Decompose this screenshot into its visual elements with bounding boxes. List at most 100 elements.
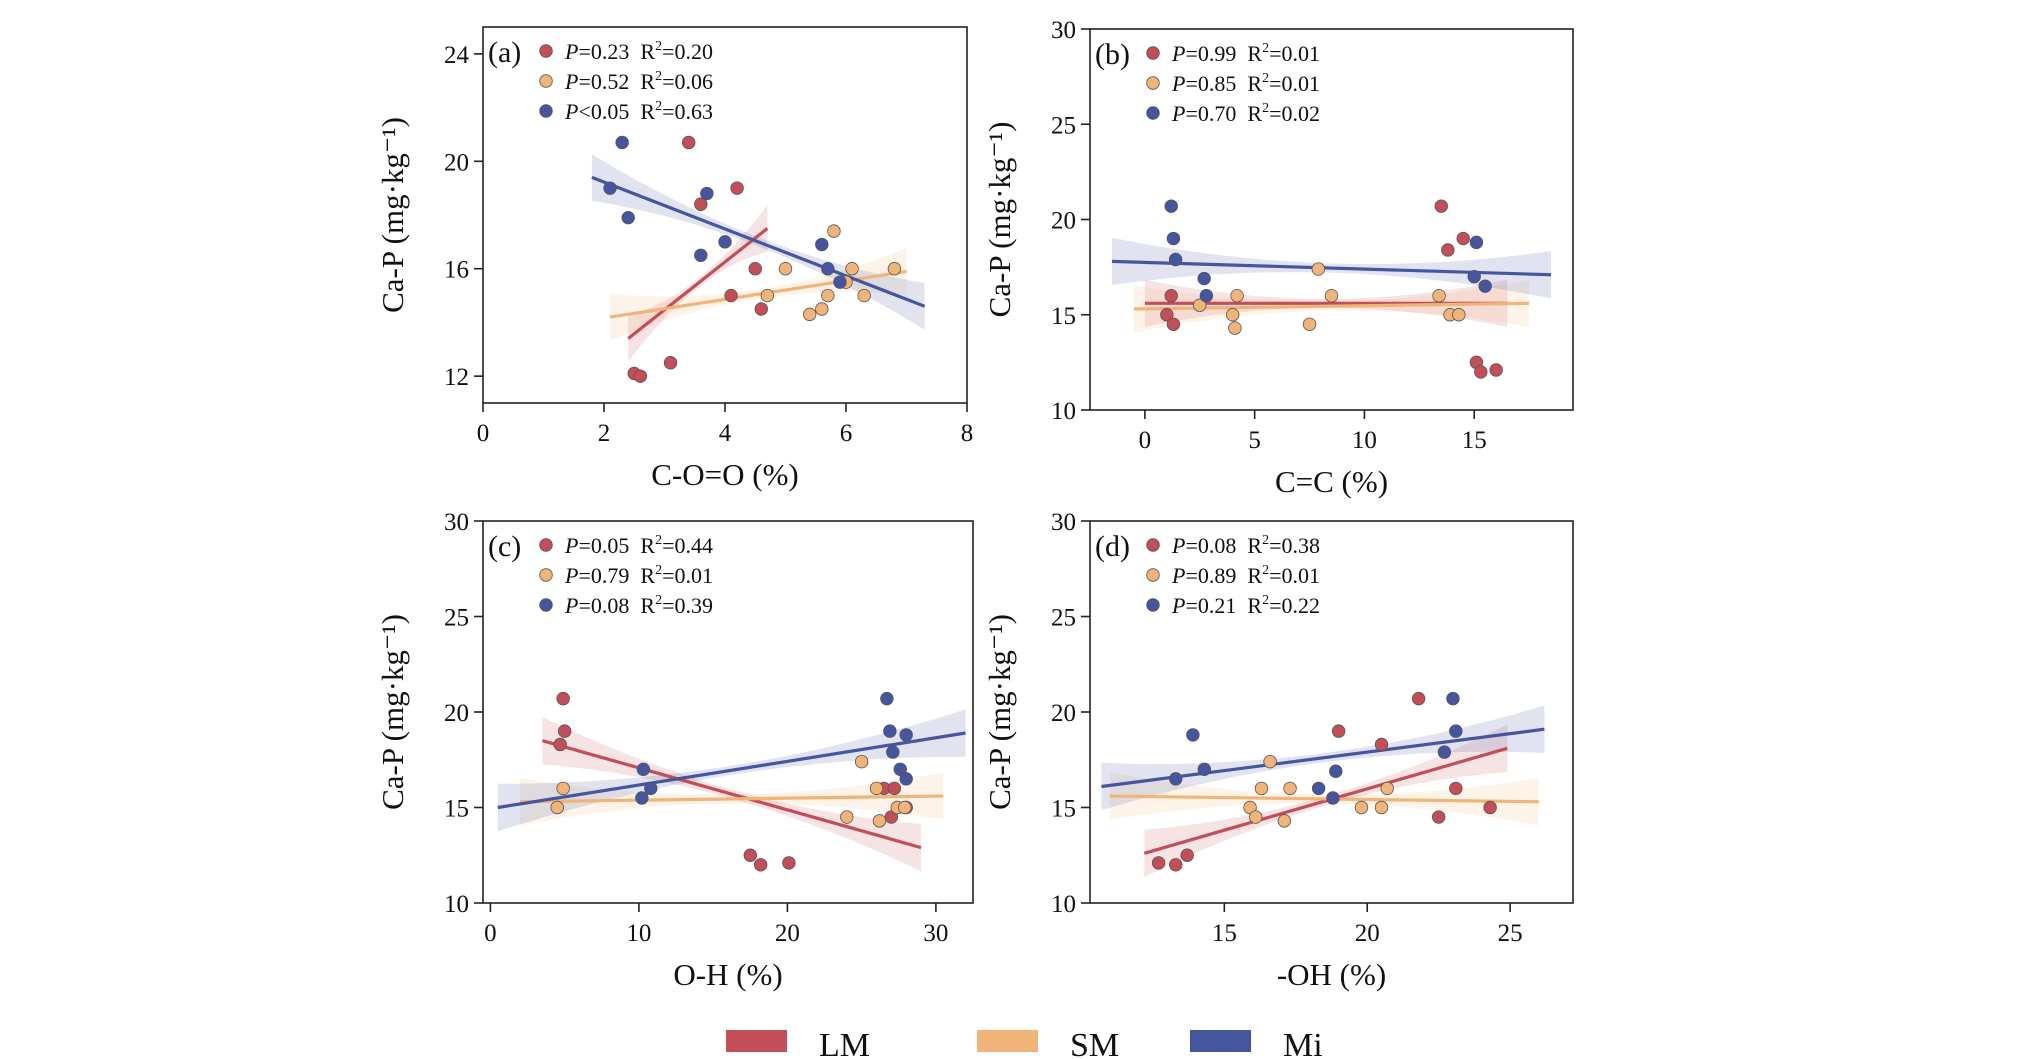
stat-text: P=0.23 R2=0.20 bbox=[564, 39, 713, 64]
data-point-SM bbox=[1374, 800, 1389, 815]
fit-line-LM bbox=[541, 739, 922, 850]
data-point-LM bbox=[743, 848, 757, 862]
data-point-SM bbox=[1354, 800, 1369, 815]
x-tick-label: 4 bbox=[719, 420, 732, 447]
x-tick-label: 6 bbox=[840, 420, 853, 447]
data-point-SM bbox=[897, 800, 912, 815]
fit-line-Mi bbox=[591, 175, 926, 308]
y-tick-label: 15 bbox=[444, 796, 469, 823]
y-axis-label: Ca-P (mg·kg⁻¹) bbox=[375, 614, 410, 810]
data-point-Mi bbox=[1449, 724, 1463, 738]
panel-label: (a) bbox=[488, 36, 521, 69]
data-point-SM bbox=[840, 810, 854, 824]
data-point-LM bbox=[557, 724, 572, 738]
x-tick-label: 0 bbox=[484, 920, 497, 947]
data-point-LM bbox=[1164, 289, 1178, 303]
data-point-SM bbox=[887, 262, 902, 276]
data-point-LM bbox=[753, 858, 768, 872]
x-axis-label: -OH (%) bbox=[1277, 957, 1386, 992]
data-point-SM bbox=[857, 288, 871, 303]
data-point-SM bbox=[1432, 289, 1446, 303]
y-tick-label: 10 bbox=[1051, 891, 1076, 918]
data-point-LM bbox=[782, 856, 796, 870]
data-point-SM bbox=[1263, 754, 1277, 769]
x-axis-label: C-O=O (%) bbox=[651, 457, 798, 492]
data-point-Mi bbox=[636, 762, 651, 777]
stat-text: P=0.08 R2=0.38 bbox=[1171, 533, 1320, 558]
data-point-Mi bbox=[1199, 289, 1214, 303]
data-point-LM bbox=[1441, 243, 1455, 257]
data-point-SM bbox=[556, 781, 570, 796]
stat-marker-LM bbox=[539, 44, 553, 58]
y-tick-label: 10 bbox=[1051, 398, 1076, 425]
y-tick-label: 15 bbox=[1051, 303, 1076, 330]
data-point-SM bbox=[1249, 810, 1263, 824]
data-point-SM bbox=[815, 302, 829, 316]
stat-marker-Mi bbox=[539, 104, 553, 118]
stat-text: P=0.52 R2=0.06 bbox=[564, 69, 713, 94]
y-tick-label: 30 bbox=[444, 509, 469, 536]
data-point-LM bbox=[1411, 691, 1426, 706]
data-point-Mi bbox=[1437, 745, 1452, 759]
data-point-Mi bbox=[615, 135, 629, 150]
data-point-SM bbox=[760, 288, 775, 303]
stat-text: P=0.85 R2=0.01 bbox=[1171, 71, 1320, 96]
x-tick-label: 25 bbox=[1498, 920, 1523, 947]
panel-3: 15 20 25 10 15 20 25 30 -OH (%) Ca-P (mg·kg⁻¹) (d)… bbox=[982, 509, 1574, 992]
data-point-Mi bbox=[886, 745, 900, 759]
fit-line-LM bbox=[627, 227, 769, 340]
data-point-Mi bbox=[694, 248, 708, 262]
plot-frame bbox=[1089, 28, 1574, 411]
data-point-SM bbox=[1230, 289, 1244, 303]
data-point-LM bbox=[1169, 858, 1183, 872]
data-point-SM bbox=[1193, 298, 1207, 312]
data-point-SM bbox=[550, 800, 564, 815]
stat-text: P=0.08 R2=0.39 bbox=[564, 593, 713, 618]
panel-1: 0 5 10 15 10 15 20 25 30 C=C (%) Ca-P (mg·kg⁻¹) (b)… bbox=[982, 17, 1574, 499]
data-point-LM bbox=[748, 262, 762, 276]
data-point-Mi bbox=[1311, 781, 1326, 796]
y-tick-label: 20 bbox=[444, 700, 469, 727]
data-point-Mi bbox=[1329, 764, 1343, 778]
data-point-SM bbox=[854, 754, 869, 769]
data-point-LM bbox=[724, 288, 738, 303]
data-point-Mi bbox=[1467, 269, 1481, 284]
legend: LM SM Mi bbox=[726, 1027, 1323, 1059]
data-point-SM bbox=[1277, 814, 1292, 828]
y-tick-label: 12 bbox=[444, 364, 469, 391]
x-axis-label: O-H (%) bbox=[673, 957, 782, 992]
legend-swatch-Mi bbox=[1190, 1030, 1251, 1052]
stat-text: P=0.99 R2=0.01 bbox=[1171, 41, 1320, 66]
fit-line-SM bbox=[520, 794, 944, 804]
data-point-SM bbox=[1254, 781, 1269, 796]
data-point-SM bbox=[1311, 262, 1326, 276]
panel-label: (b) bbox=[1095, 38, 1130, 71]
y-tick-label: 15 bbox=[1051, 796, 1076, 823]
stat-text: P=0.70 R2=0.02 bbox=[1171, 101, 1320, 126]
data-point-LM bbox=[553, 737, 567, 752]
y-tick-label: 20 bbox=[1051, 208, 1076, 235]
legend-label-SM: SM bbox=[1070, 1027, 1119, 1059]
stat-text: P=0.05 R2=0.44 bbox=[564, 533, 713, 558]
data-point-SM bbox=[1324, 289, 1339, 303]
data-point-LM bbox=[663, 356, 678, 370]
data-point-LM bbox=[1431, 810, 1446, 824]
data-point-LM bbox=[1489, 363, 1503, 377]
data-point-LM bbox=[694, 197, 708, 211]
data-point-Mi bbox=[880, 691, 894, 706]
x-tick-label: 0 bbox=[477, 420, 490, 447]
data-point-Mi bbox=[833, 275, 847, 289]
stat-marker-SM bbox=[1146, 568, 1160, 582]
data-point-Mi bbox=[1168, 252, 1183, 267]
stat-marker-Mi bbox=[1146, 598, 1160, 612]
stat-text: P=0.79 R2=0.01 bbox=[564, 563, 713, 588]
y-axis-label: Ca-P (mg·kg⁻¹) bbox=[982, 122, 1017, 318]
fit-line-LM bbox=[1143, 746, 1508, 855]
y-tick-label: 24 bbox=[444, 42, 470, 69]
data-point-LM bbox=[556, 691, 570, 706]
stat-text: P=0.21 R2=0.22 bbox=[1171, 593, 1320, 618]
stat-marker-SM bbox=[539, 568, 553, 582]
data-point-SM bbox=[821, 288, 835, 303]
